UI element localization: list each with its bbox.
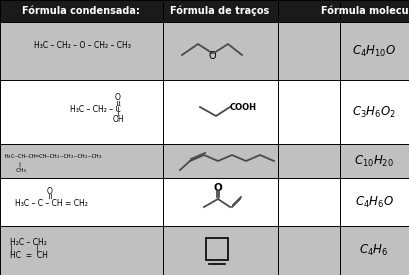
Text: H₃C – CH₂ – C: H₃C – CH₂ – C [70, 106, 121, 114]
Text: O: O [115, 94, 121, 103]
Text: $C_4H_{10}O$: $C_4H_{10}O$ [352, 43, 396, 59]
Bar [0, 80, 409, 144]
Text: H₂C – CH₂: H₂C – CH₂ [10, 238, 47, 247]
Bar [0, 178, 409, 226]
Bar [0, 0, 409, 22]
Text: H₃C–CH–CH=CH–CH₂–CH₂–CH₂–CH₃: H₃C–CH–CH=CH–CH₂–CH₂–CH₂–CH₃ [5, 153, 103, 158]
Text: $C_4H_6O$: $C_4H_6O$ [355, 194, 393, 210]
Text: O: O [47, 186, 53, 196]
Text: HC  =  CH: HC = CH [10, 251, 48, 260]
Bar [0, 22, 409, 80]
Text: CH₃: CH₃ [16, 167, 27, 172]
Text: H₃C – C – CH = CH₂: H₃C – C – CH = CH₂ [15, 199, 88, 208]
Text: |          |: | | [10, 244, 39, 253]
Text: O: O [213, 183, 222, 193]
Bar [206, 238, 228, 260]
Text: $C_{10}H_{20}$: $C_{10}H_{20}$ [354, 153, 394, 169]
Bar [0, 226, 409, 275]
Text: $C_4H_6$: $C_4H_6$ [360, 243, 389, 258]
Text: OH: OH [112, 116, 124, 125]
Text: |: | [18, 161, 20, 167]
Text: COOH: COOH [230, 103, 257, 112]
Bar [0, 144, 409, 178]
Text: O: O [208, 51, 216, 61]
Text: Fórmula de traços: Fórmula de traços [171, 6, 270, 16]
Text: H₃C – CH₂ – O – CH₂ – CH₃: H₃C – CH₂ – O – CH₂ – CH₃ [34, 42, 130, 51]
Text: Fórmula molecular:: Fórmula molecular: [321, 6, 409, 16]
Text: $C_3H_6O_2$: $C_3H_6O_2$ [352, 104, 396, 120]
Text: Fórmula condensada:: Fórmula condensada: [22, 6, 140, 16]
